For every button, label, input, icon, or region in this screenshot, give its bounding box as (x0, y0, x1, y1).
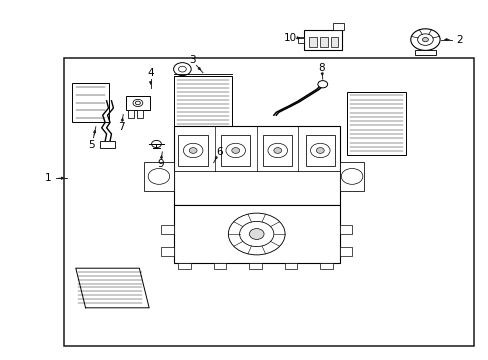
Bar (249, 263, 261, 269)
Bar (178, 263, 190, 269)
Circle shape (189, 148, 197, 153)
Text: 1: 1 (44, 173, 51, 183)
Bar (285, 205, 299, 213)
Text: 6: 6 (215, 147, 222, 157)
Circle shape (239, 221, 273, 247)
Bar (126, 96, 149, 110)
Text: 8: 8 (318, 63, 325, 73)
Circle shape (183, 143, 203, 158)
Bar (330, 37, 338, 47)
Bar (320, 205, 333, 213)
Bar (144, 162, 173, 191)
Circle shape (310, 143, 329, 158)
Bar (251, 205, 265, 213)
Text: 3: 3 (188, 55, 195, 66)
Bar (284, 263, 297, 269)
Bar (183, 205, 197, 213)
Circle shape (178, 66, 186, 72)
Circle shape (267, 143, 287, 158)
Text: 7: 7 (118, 122, 124, 132)
Bar (173, 205, 339, 263)
Bar (221, 135, 250, 166)
Circle shape (135, 101, 140, 105)
Bar (319, 37, 327, 47)
Bar (72, 83, 109, 122)
Bar (173, 76, 232, 144)
Bar (214, 263, 225, 269)
Bar (178, 135, 207, 166)
Bar (339, 225, 351, 234)
Circle shape (417, 34, 432, 45)
Circle shape (173, 63, 191, 76)
Bar (217, 205, 231, 213)
Bar (304, 30, 342, 50)
Bar (173, 126, 339, 205)
Bar (346, 92, 405, 155)
Bar (320, 263, 332, 269)
Circle shape (148, 168, 169, 184)
Bar (339, 162, 364, 191)
Bar (100, 141, 115, 148)
Bar (308, 37, 316, 47)
Circle shape (410, 29, 439, 50)
Circle shape (249, 229, 264, 239)
Bar (128, 110, 134, 118)
Bar (305, 135, 334, 166)
Text: 5: 5 (88, 140, 95, 150)
Bar (161, 247, 173, 256)
Circle shape (273, 148, 281, 153)
Circle shape (133, 99, 142, 107)
Circle shape (151, 140, 161, 148)
Circle shape (317, 81, 327, 88)
Circle shape (316, 148, 324, 153)
Bar (414, 50, 435, 55)
Circle shape (231, 148, 239, 153)
Text: 9: 9 (157, 159, 163, 169)
Circle shape (209, 163, 214, 167)
Text: 2: 2 (455, 35, 462, 45)
Bar (63, 58, 473, 346)
Bar (263, 135, 292, 166)
Bar (298, 37, 304, 43)
Circle shape (225, 143, 245, 158)
Text: 10: 10 (284, 33, 296, 43)
Bar (333, 23, 344, 30)
Bar (339, 247, 351, 256)
Text: 4: 4 (147, 68, 154, 78)
Bar (161, 225, 173, 234)
Bar (199, 161, 215, 169)
Bar (137, 110, 142, 118)
Circle shape (200, 163, 204, 167)
Circle shape (422, 37, 427, 42)
Circle shape (228, 213, 285, 255)
Circle shape (341, 168, 362, 184)
